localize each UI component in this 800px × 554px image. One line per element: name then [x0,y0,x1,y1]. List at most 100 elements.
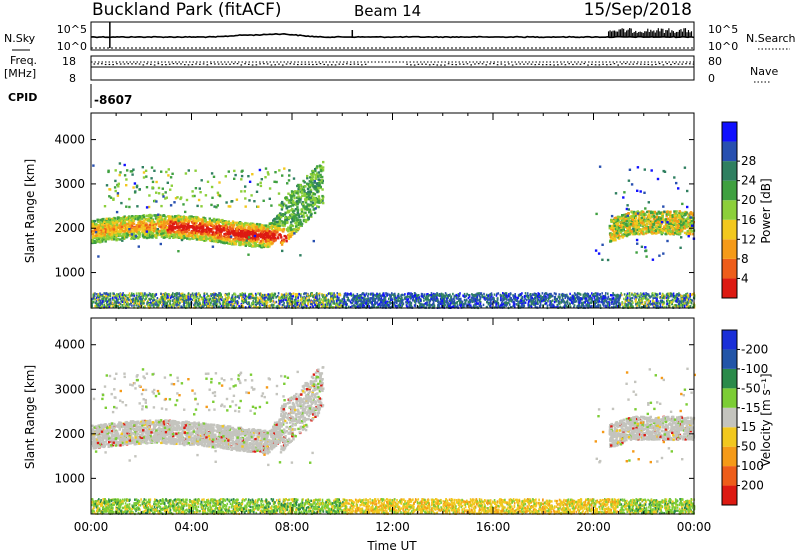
scatter-cell [673,176,676,179]
scatter-cell [258,234,261,237]
scatter-cell [292,215,295,218]
scatter-cell [185,216,188,219]
freq-sample [116,63,118,65]
freq-sample [451,63,454,66]
freq-sample [229,63,231,65]
scatter-cell [103,205,107,208]
scatter-cell [187,222,190,225]
scatter-cell [256,238,259,241]
scatter-cell [282,221,285,224]
scatter-cell [667,213,670,216]
scatter-cell [178,225,181,228]
scatter-cell [629,223,633,226]
scatter-cell [314,168,317,171]
scatter-cell [169,204,173,207]
scatter-cell [225,229,229,233]
scatter-cell [240,190,243,193]
scatter-cell [288,232,291,236]
scatter-cell [242,229,245,232]
scatter-cell [145,214,148,218]
scatter-cell [238,242,242,245]
scatter-cell [297,195,300,198]
scatter-cell [185,235,188,238]
scatter-cell [318,164,322,167]
freq-sample [519,63,521,65]
scatter-cell [197,229,201,232]
scatter-cell [303,206,307,209]
scatter-cell [159,215,162,219]
scatter-cell [225,224,229,227]
scatter-cell [285,206,289,209]
scatter-cell [281,200,284,204]
scatter-cell [227,205,230,208]
scatter-cell [176,229,179,232]
scatter-cell [311,201,314,204]
scatter-cell [185,230,189,233]
scatter-cell [228,232,232,236]
freq-sample [244,63,246,65]
scatter-cell [113,186,117,189]
scatter-cell [223,232,226,236]
scatter-cell [281,230,285,233]
scatter-cell [154,214,157,217]
freq-sample [217,63,220,65]
scatter-cell [296,196,299,199]
scatter-cell [169,231,172,234]
scatter-cell [279,221,282,224]
freq-sample [157,63,160,65]
scatter-cell [205,228,208,231]
scatter-cell [248,224,251,227]
freq-sample [274,64,277,66]
scatter-cell [200,238,203,241]
freq-sample [342,63,344,65]
freq-sample [613,63,616,65]
scatter-cell [222,222,225,225]
scatter-cell [266,235,269,239]
freq-sample [636,63,638,65]
scatter-cell [159,220,163,223]
scatter-cell [271,229,274,232]
freq-sample [440,64,442,66]
scatter-cell [125,216,128,220]
scatter-cell [114,189,117,193]
scatter-cell [651,226,654,229]
scatter-cell [235,229,238,233]
scatter-cell [198,187,201,190]
scatter-cell [311,205,314,208]
scatter-cell [219,233,222,236]
freq-sample [670,63,672,66]
scatter-cell [201,219,204,222]
scatter-cell [97,238,100,241]
scatter-cell [645,255,648,258]
scatter-cell [191,190,194,193]
scatter-cell [187,228,191,232]
scatter-cell [142,229,145,233]
scatter-cell [222,224,225,227]
scatter-cell [287,201,291,204]
scatter-cell [681,226,685,229]
scatter-cell [205,230,208,233]
scatter-cell [516,303,518,306]
scatter-cell [312,239,315,243]
scatter-cell [108,217,111,220]
scatter-cell [157,218,160,221]
freq-sample [278,63,280,65]
scatter-cell [174,221,177,224]
scatter-cell [308,197,311,201]
scatter-cell [91,240,94,243]
scatter-cell [305,214,309,217]
scatter-cell [248,226,252,230]
scatter-cell [154,229,158,232]
scatter-cell [169,228,173,231]
scatter-cell [254,244,257,247]
scatter-cell [219,236,222,239]
freq-sample [590,63,593,65]
scatter-cell [202,221,205,224]
scatter-cell [271,300,274,303]
scatter-cell [685,225,688,228]
scatter-cell [184,228,187,231]
scatter-cell [312,169,315,173]
freq-sample [583,63,586,65]
scatter-cell [191,217,194,220]
scatter-cell [207,227,210,230]
